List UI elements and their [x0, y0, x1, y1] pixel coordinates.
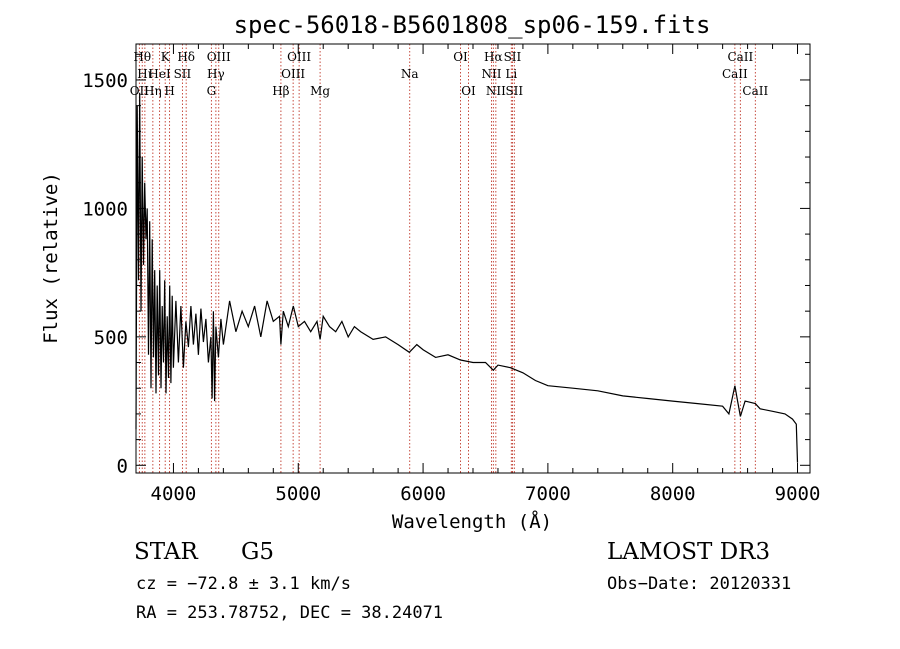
x-tick-label-5000: 5000 [275, 483, 321, 505]
x-axis-label: Wavelength (Å) [392, 510, 552, 533]
line-label-5: K [161, 50, 171, 64]
object-subclass: G5 [241, 539, 275, 565]
y-axis-label: Flux (relative) [40, 172, 62, 344]
line-label-1: Hθ [133, 50, 151, 64]
x-tick-label-9000: 9000 [775, 483, 821, 505]
line-label-26: CaII [727, 50, 753, 64]
y-tick-label-500: 500 [94, 327, 128, 349]
line-label-4: HeI [148, 67, 171, 81]
line-label-21: NII [486, 84, 506, 98]
y-tick-label-0: 0 [117, 455, 128, 477]
chart-title: spec-56018-B5601808_sp06-159.fits [234, 11, 711, 39]
line-label-3: Hη [144, 84, 162, 98]
line-label-14: OIII [287, 50, 311, 64]
line-label-12: Hβ [272, 84, 289, 98]
y-tick-label-1000: 1000 [82, 198, 128, 220]
line-label-13: OIII [281, 67, 305, 81]
line-label-10: Hγ [207, 67, 225, 81]
plot-frame [135, 43, 811, 474]
line-label-16: Na [401, 67, 419, 81]
line-label-18: OI [461, 84, 476, 98]
line-label-7: SII [174, 67, 192, 81]
line-label-2: Hι [137, 67, 152, 81]
flux-series-line [135, 92, 799, 463]
x-tick-label-7000: 7000 [525, 483, 571, 505]
line-label-22: Li [505, 67, 517, 81]
x-tick-label-4000: 4000 [151, 483, 197, 505]
axis-ticks: 4000 5000 6000 7000 8000 9000 0 500 1000 1500 [82, 44, 820, 505]
line-label-19: NII [481, 67, 501, 81]
spectral-line-markers [138, 44, 756, 473]
line-label-9: G [207, 84, 217, 98]
line-label-27: CaII [742, 84, 768, 98]
line-label-11: OIII [207, 50, 231, 64]
line-label-23: SII [504, 50, 522, 64]
line-label-8: Hδ [177, 50, 195, 64]
line-label-24: SII [505, 84, 523, 98]
line-label-25: CaII [722, 67, 748, 81]
x-tick-label-6000: 6000 [400, 483, 446, 505]
line-label-15: Mg [310, 84, 330, 98]
redshift-velocity: cz = −72.8 ± 3.1 km/s [136, 574, 351, 594]
line-label-20: Hα [484, 50, 503, 64]
y-tick-label-1500: 1500 [82, 70, 128, 92]
observation-date: Obs−Date: 20120331 [607, 574, 792, 594]
line-label-6: H [164, 84, 174, 98]
x-tick-label-8000: 8000 [650, 483, 696, 505]
line-label-0: OII [130, 84, 150, 98]
spectral-line-labels: OIIHθHιHηHeIKHSIIHδGHγOIIIHβOIIIOIIIMgNa… [130, 50, 769, 98]
coordinates: RA = 253.78752, DEC = 38.24071 [136, 603, 444, 623]
object-class: STAR [134, 539, 198, 565]
line-label-17: OI [453, 50, 468, 64]
survey-name: LAMOST DR3 [607, 539, 771, 565]
